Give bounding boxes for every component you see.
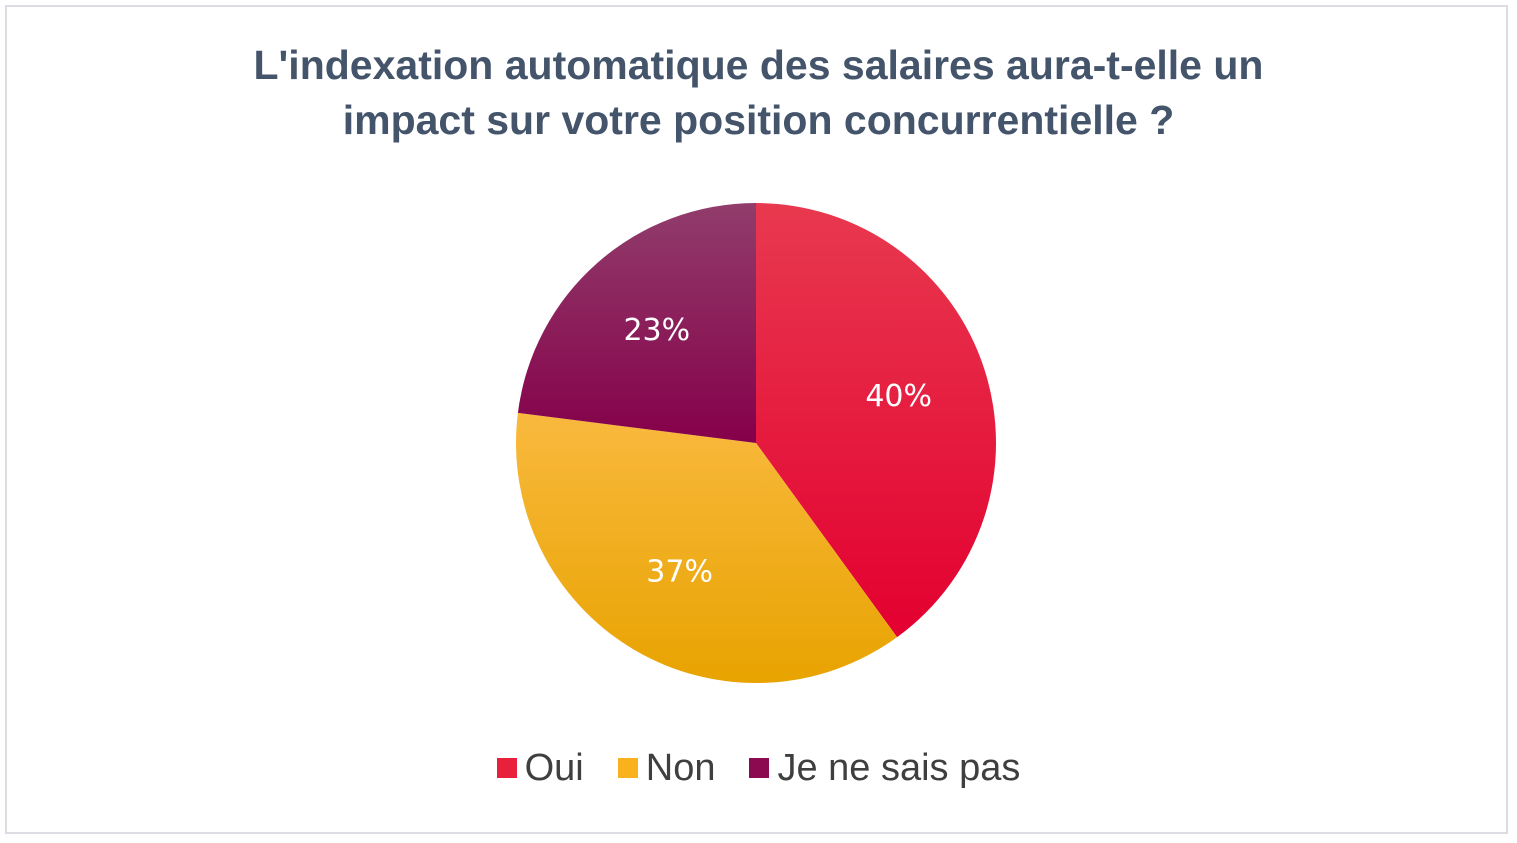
legend-label-oui: Oui: [524, 746, 584, 789]
legend-swatch-oui: [496, 758, 517, 778]
chart-title-line-1: L'indexation automatique des salaires au…: [253, 42, 1264, 88]
legend-swatch-non: [617, 758, 638, 778]
data-label-je-ne-sais-pas: 23%: [623, 313, 690, 348]
legend-item-non: Non: [617, 746, 716, 790]
chart-title-line-2: impact sur votre position concurrentiell…: [342, 97, 1175, 143]
pie-slice-je-ne-sais-pas: [517, 203, 756, 443]
legend: Oui Non Je ne sais pas: [0, 740, 1517, 796]
pie-slice-non: [516, 412, 898, 684]
data-label-non: 37%: [646, 555, 713, 590]
legend-label-non: Non: [645, 746, 716, 789]
legend-item-je-ne-sais-pas: Je ne sais pas: [749, 747, 1020, 790]
legend-item-oui: Oui: [496, 746, 584, 790]
legend-swatch-je-ne-sais-pas: [749, 758, 770, 778]
legend-label-je-ne-sais-pas: Je ne sais pas: [777, 746, 1021, 789]
data-label-oui: 40%: [865, 379, 932, 414]
pie-slice-oui: [756, 203, 997, 638]
chart-title: L'indexation automatique des salaires au…: [0, 38, 1517, 148]
